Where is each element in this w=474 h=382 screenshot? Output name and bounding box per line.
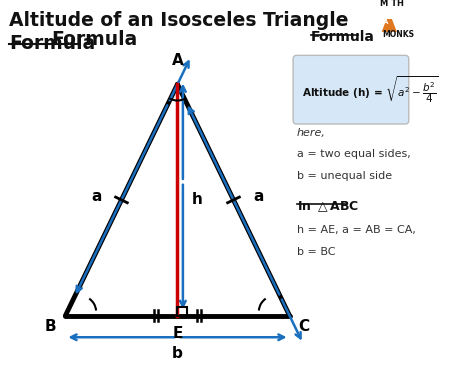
Text: A: A — [383, 19, 389, 25]
FancyBboxPatch shape — [293, 55, 409, 124]
Text: b = unequal side: b = unequal side — [297, 171, 392, 181]
Text: here,: here, — [297, 128, 326, 138]
Text: Formula: Formula — [51, 30, 137, 49]
Polygon shape — [382, 12, 397, 32]
Text: Formula: Formula — [9, 34, 96, 53]
Point — [343, 201, 348, 206]
Text: b = BC: b = BC — [297, 247, 335, 257]
Text: a: a — [254, 189, 264, 204]
Text: C: C — [299, 319, 310, 334]
Text: B: B — [45, 319, 56, 334]
Text: h = AE, a = AB = CA,: h = AE, a = AB = CA, — [297, 225, 416, 235]
Text: a = two equal sides,: a = two equal sides, — [297, 149, 410, 159]
Text: M TH: M TH — [380, 0, 404, 8]
Text: a: a — [91, 189, 101, 204]
Text: Formula: Formula — [311, 30, 375, 44]
Point — [309, 33, 314, 38]
Point — [356, 33, 361, 38]
Text: h: h — [192, 193, 203, 207]
Text: In $\triangle$ABC: In $\triangle$ABC — [297, 200, 359, 214]
Text: b: b — [172, 346, 183, 361]
Text: MONKS: MONKS — [382, 30, 414, 39]
Text: A: A — [172, 53, 183, 68]
Text: Altitude of an Isosceles Triangle: Altitude of an Isosceles Triangle — [9, 11, 349, 31]
Text: E: E — [172, 326, 182, 342]
Point — [294, 201, 300, 206]
Text: Altitude (h) = $\sqrt{a^2-\dfrac{b^2}{4}}$: Altitude (h) = $\sqrt{a^2-\dfrac{b^2}{4}… — [302, 74, 439, 105]
